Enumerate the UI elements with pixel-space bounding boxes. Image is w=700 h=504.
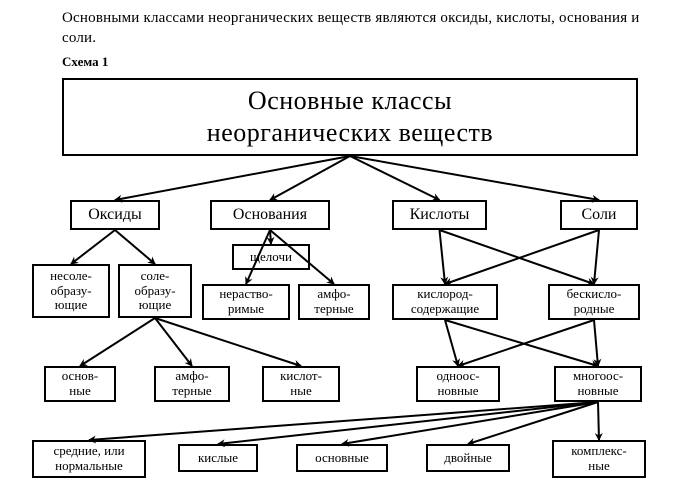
edge-kislor-mnogoos [445,320,598,366]
node-kislot: кислот-ные [262,366,340,402]
edge-mnogoos-srednie [89,402,598,440]
node-kisloty: Кислоты [392,200,487,230]
edge-title-oksidy [115,156,350,200]
arrows-layer [0,0,700,504]
edge-title-osnovaniya [270,156,350,200]
edge-mnogoos-kislye [218,402,598,444]
edge-sole-kislot [155,318,301,366]
edge-mnogoos-dvoyn [468,402,598,444]
intro-paragraph: Основными классами неорганических вещест… [62,8,662,49]
edge-kisloty-kislor [440,230,446,284]
edge-sole-amfo_ok [155,318,192,366]
edge-kislor-odnoos [445,320,458,366]
node-nerast: нераство-римые [202,284,290,320]
node-title: Основные классынеорганических веществ [62,78,638,156]
edge-title-soli [350,156,599,200]
node-kislor: кислород-содержащие [392,284,498,320]
node-beskis: бескисло-родные [548,284,640,320]
node-nesole: несоле-образу-ющие [32,264,110,318]
node-srednie: средние, илинормальные [32,440,146,478]
edge-title-kisloty [350,156,440,200]
edge-mnogoos-osn_soli [342,402,598,444]
node-kislye: кислые [178,444,258,472]
scheme-label: Схема 1 [62,54,108,70]
node-komplex: комплекс-ные [552,440,646,478]
node-soli: Соли [560,200,638,230]
node-osn_soli: основные [296,444,388,472]
edge-osnovaniya-shchel [270,230,271,244]
node-odnoos: одноос-новные [416,366,500,402]
node-amfo_osn: амфо-терные [298,284,370,320]
node-shchel: щелочи [232,244,310,270]
edge-mnogoos-komplex [598,402,599,440]
edge-beskis-mnogoos [594,320,598,366]
edge-soli-kislor [445,230,599,284]
edge-sole-osnovnye [80,318,155,366]
edge-oksidy-nesole [71,230,115,264]
node-osnovnye: основ-ные [44,366,116,402]
edge-oksidy-sole [115,230,155,264]
node-sole: соле-образу-ющие [118,264,192,318]
node-oksidy: Оксиды [70,200,160,230]
node-osnovaniya: Основания [210,200,330,230]
edge-beskis-odnoos [458,320,594,366]
node-dvoyn: двойные [426,444,510,472]
edge-soli-beskis [594,230,599,284]
node-mnogoos: многоос-новные [554,366,642,402]
edge-kisloty-beskis [440,230,595,284]
node-amfo_ok: амфо-терные [154,366,230,402]
